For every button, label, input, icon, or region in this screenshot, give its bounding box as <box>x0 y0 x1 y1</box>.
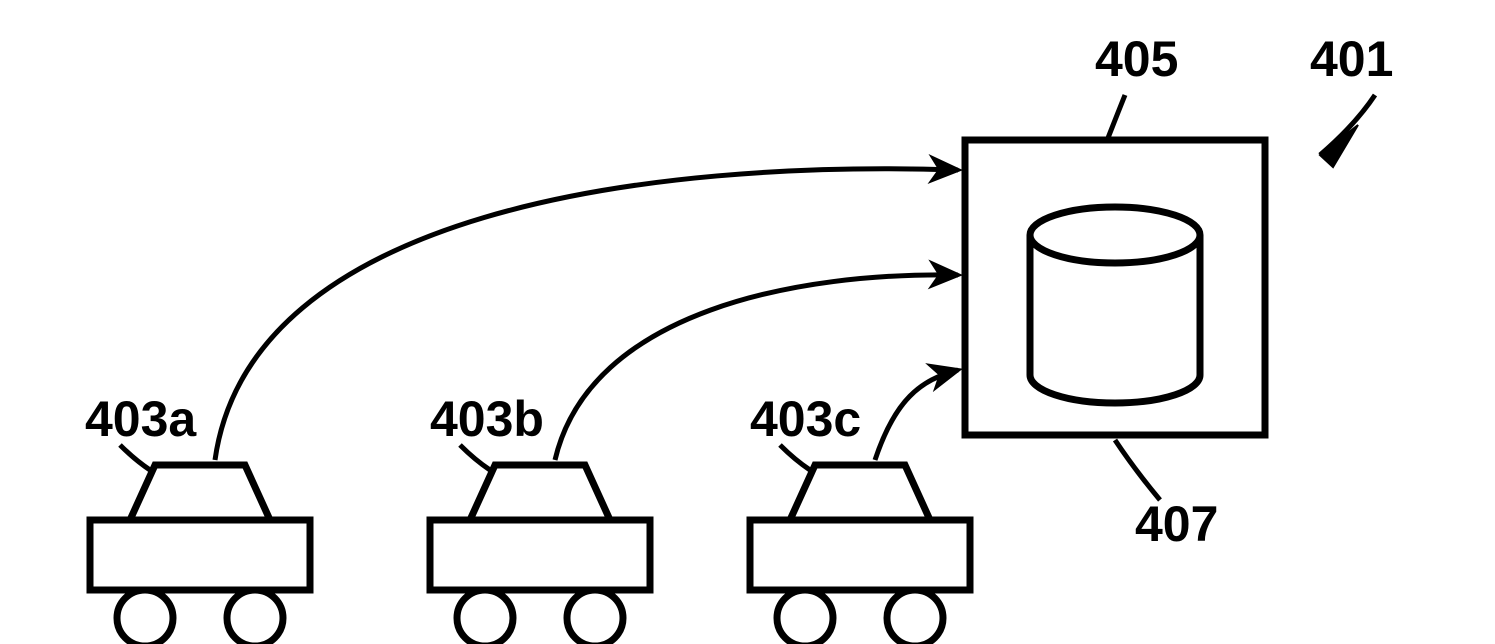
car-icon <box>90 465 310 644</box>
label-leader <box>1115 440 1160 500</box>
label-leader <box>1320 95 1375 155</box>
system-pointer-arrowhead <box>1320 125 1358 167</box>
label-leader <box>460 445 490 470</box>
label-leader <box>120 445 150 470</box>
server-box <box>965 140 1265 435</box>
data-flow-arrow <box>555 275 958 460</box>
car-icon <box>430 465 650 644</box>
data-flow-arrow <box>875 370 958 460</box>
label-leader <box>780 445 810 470</box>
database-cylinder-top <box>1030 207 1200 263</box>
diagram-svg <box>0 0 1495 644</box>
data-flow-arrow <box>215 169 958 460</box>
diagram-canvas: 401 405 407 403a 403b 403c <box>0 0 1495 644</box>
label-leader <box>1108 95 1125 138</box>
car-icon <box>750 465 970 644</box>
